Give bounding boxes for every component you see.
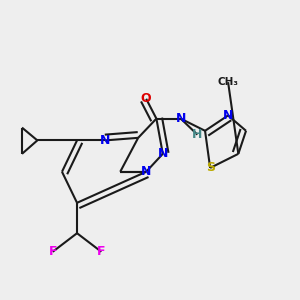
Text: N: N (176, 112, 186, 125)
Text: F: F (49, 245, 57, 258)
Text: CH₃: CH₃ (218, 77, 239, 87)
Text: N: N (223, 109, 233, 122)
Text: H: H (192, 128, 203, 141)
Text: F: F (97, 245, 106, 258)
Text: N: N (100, 134, 110, 147)
Text: S: S (206, 161, 215, 174)
Text: N: N (158, 147, 168, 160)
Text: O: O (141, 92, 152, 105)
Text: N: N (141, 165, 151, 178)
